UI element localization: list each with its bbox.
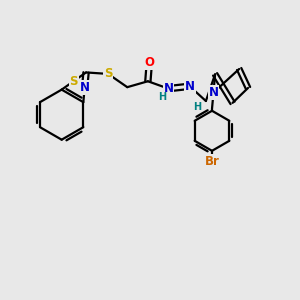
Text: S: S xyxy=(70,74,78,88)
Text: H: H xyxy=(194,103,202,112)
Text: Br: Br xyxy=(205,154,220,168)
Text: N: N xyxy=(80,81,90,94)
Text: O: O xyxy=(144,56,154,69)
Text: H: H xyxy=(158,92,166,102)
Text: N: N xyxy=(208,86,218,99)
Text: N: N xyxy=(185,80,195,93)
Text: N: N xyxy=(164,82,173,95)
Text: S: S xyxy=(104,68,112,80)
